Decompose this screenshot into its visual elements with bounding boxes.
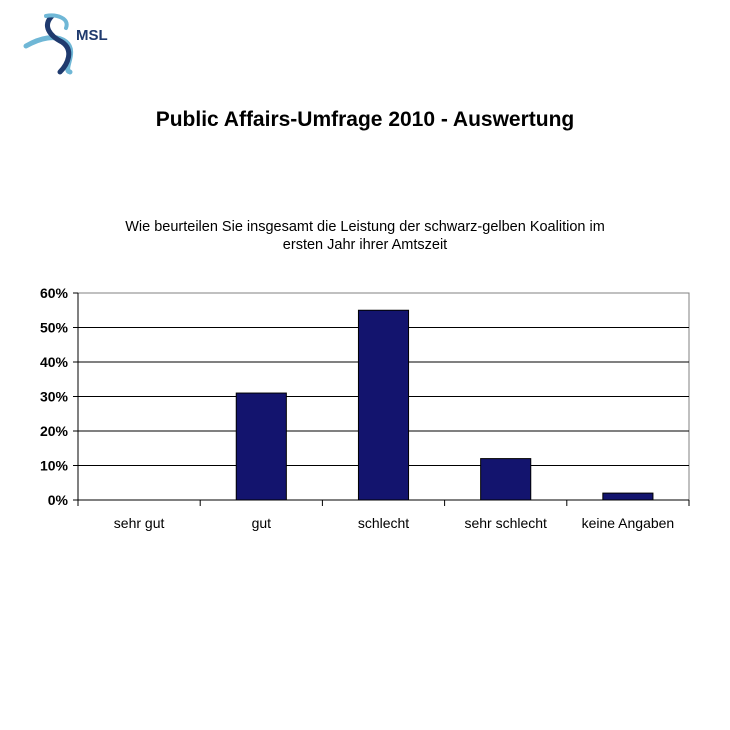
msl-logo: MSL [23, 13, 108, 75]
y-tick-label: 40% [40, 354, 69, 370]
page-title: Public Affairs-Umfrage 2010 - Auswertung [155, 108, 575, 131]
y-tick-label: 60% [40, 285, 69, 301]
bar [480, 458, 532, 501]
logo-ribbon-dark [45, 13, 72, 75]
y-tick-label: 0% [48, 492, 69, 508]
chart-subtitle-line-1: Wie beurteilen Sie insgesamt die Leistun… [125, 219, 605, 235]
bar [602, 492, 654, 501]
logo-ribbon-top [44, 13, 69, 30]
y-tick-label: 30% [40, 389, 69, 405]
chart-subtitle-line-2: ersten Jahr ihrer Amtszeit [282, 237, 448, 253]
bar [357, 309, 410, 501]
x-tick-label: keine Angaben [582, 515, 675, 531]
x-tick-label: sehr schlecht [464, 515, 547, 531]
y-tick-label: 50% [40, 320, 69, 336]
y-tick-label: 10% [40, 458, 69, 474]
x-tick-label: schlecht [358, 515, 409, 531]
bar [235, 392, 287, 501]
x-tick-label: sehr gut [114, 515, 165, 531]
logo-text: MSL [76, 27, 108, 44]
x-tick-label: gut [252, 515, 272, 531]
y-tick-label: 20% [40, 423, 69, 439]
chart-subtitle: Wie beurteilen Sie insgesamt die Leistun… [0, 218, 730, 254]
